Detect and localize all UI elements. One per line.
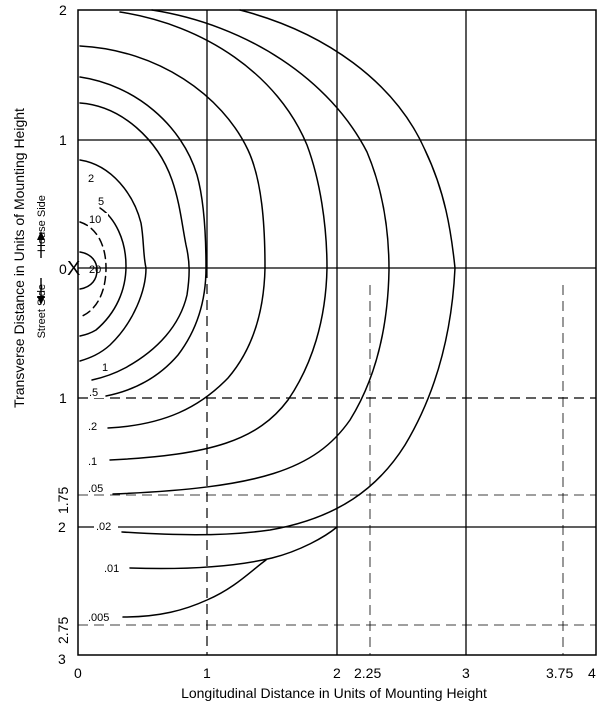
isolux-label-1: 1 [102,362,108,374]
x-tick-2: 2 [333,665,341,681]
x-axis-title: Longitudinal Distance in Units of Mounti… [181,685,487,701]
label-bg-002 [94,520,118,532]
label-bg-0005 [86,611,120,623]
street-side-label: Street Side [36,284,48,338]
side-indicator: House Side Street Side [36,195,48,338]
isolux-label-002: .02 [96,521,111,533]
arrow-up-icon [37,231,45,240]
x-tick-3: 3 [462,665,470,681]
isolux-curve-001 [129,526,338,570]
label-bg-5 [95,195,109,207]
isolux-label-0005: .005 [88,612,109,624]
y-axis-title: Transverse Distance in Units of Mounting… [11,108,27,408]
luminaire-marker-icon: X [67,258,80,280]
isolux-label-02: .2 [88,421,97,433]
isolux-labels: 20 10 5 2 1 .5 .2 .1 .05 .02 .01 .005 [86,172,124,624]
x-tick-225: 2.25 [354,665,381,681]
isolux-label-20: 20 [89,264,101,276]
y-tick-2-street: 2 [58,519,66,535]
y-tick-1-house: 1 [59,132,67,148]
y-axis-ticks: 2 1 0 1 2 3 1.75 2.75 [55,2,71,667]
label-bg-05 [88,386,104,398]
x-tick-4: 4 [588,665,596,681]
isolux-curves [79,9,456,618]
isolux-curve-005 [112,9,390,495]
isolux-curve-02 [79,45,266,429]
y-tick-175-street: 1.75 [55,487,71,514]
y-tick-1-street: 1 [59,390,67,406]
isolux-label-5: 5 [98,196,104,208]
x-tick-375: 3.75 [546,665,573,681]
x-axis-ticks: 0 1 2 2.25 3 3.75 4 [74,665,596,681]
isolux-curve-20 [79,251,98,290]
y-tick-3-street: 3 [58,651,66,667]
arrow-down-icon [37,296,45,305]
y-tick-275-street: 2.75 [55,617,71,644]
y-tick-2-house: 2 [59,2,67,18]
isolux-label-05: .5 [89,387,98,399]
isolux-curve-01 [109,11,328,461]
isolux-label-10: 10 [89,214,101,226]
isolux-label-005: .05 [88,483,103,495]
isolux-curve-002 [121,9,456,536]
house-side-label: House Side [36,195,48,252]
isolux-label-2: 2 [88,173,94,185]
isolux-curve-5 [79,207,127,337]
label-bg-02 [86,420,104,432]
label-bg-01 [86,455,102,467]
label-bg-005 [86,482,110,494]
x-tick-1: 1 [203,665,211,681]
isolux-curve-05 [79,76,207,397]
label-bg-2 [86,172,100,184]
isolux-label-001: .01 [104,563,119,575]
isolux-curve-10 [79,221,107,318]
grid [77,9,597,656]
x-tick-0: 0 [74,665,82,681]
isolux-curve-0005 [122,559,267,618]
label-bg-1 [100,361,112,373]
isolux-curve-1 [79,102,190,381]
y-tick-0: 0 [59,261,67,277]
label-bg-10 [88,213,108,225]
isolux-label-01: .1 [88,456,97,468]
isolux-curve-2 [79,159,147,362]
label-bg-001 [102,562,124,574]
